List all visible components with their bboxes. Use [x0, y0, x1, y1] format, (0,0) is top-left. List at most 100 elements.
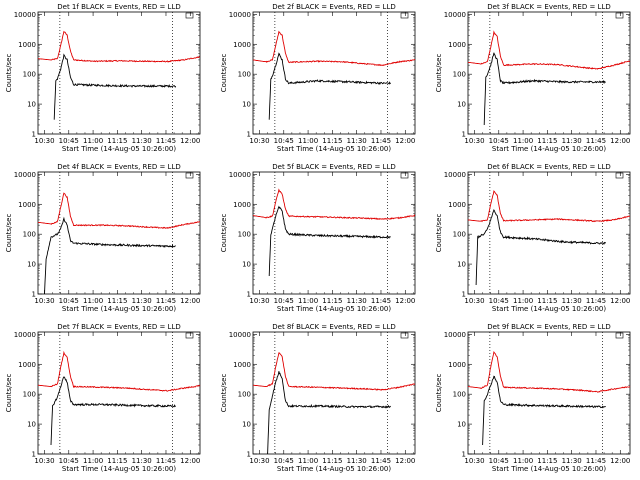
y-tick-label: 10000	[444, 11, 466, 19]
x-tick-label: 10:45	[274, 297, 294, 305]
x-tick-label: 10:45	[59, 297, 79, 305]
x-tick-label: 11:15	[537, 137, 557, 145]
x-tick-label: 11:00	[298, 457, 318, 465]
indicator-box	[615, 172, 624, 179]
x-tick-label: 11:45	[586, 457, 606, 465]
lld-series-line	[467, 351, 631, 393]
x-tick-label: 10:30	[464, 297, 484, 305]
lld-series-line	[252, 30, 416, 67]
x-tick-label: 12:00	[395, 457, 415, 465]
x-tick-label: 12:00	[395, 137, 415, 145]
lld-series-line	[467, 190, 631, 223]
y-tick-label: 1	[32, 291, 36, 299]
y-tick-label: 10	[242, 421, 251, 429]
panel-2: Det 2f BLACK = Events, RED = LLD 1 10 100 10…	[220, 3, 416, 153]
x-tick-label: 10:45	[489, 137, 509, 145]
y-tick-label: 1000	[448, 201, 466, 209]
x-tick-label: 10:30	[464, 137, 484, 145]
x-tick-label: 11:45	[586, 137, 606, 145]
y-tick-label: 10	[457, 101, 466, 109]
y-tick-label: 1	[462, 131, 466, 139]
panel-title: Det 8f BLACK = Events, RED = LLD	[272, 323, 395, 331]
y-tick-label: 10	[27, 101, 36, 109]
plot-frame	[467, 11, 631, 135]
x-tick-label: 12:00	[610, 457, 630, 465]
y-tick-label: 100	[453, 231, 466, 239]
y-tick-label: 1	[32, 131, 36, 139]
x-tick-label: 12:00	[610, 297, 630, 305]
y-tick-label: 10000	[229, 171, 251, 179]
y-tick-label: 10000	[229, 11, 251, 19]
y-tick-label: 1000	[18, 361, 36, 369]
x-tick-label: 10:45	[274, 457, 294, 465]
indicator-box	[185, 332, 194, 339]
y-tick-label: 1000	[233, 201, 251, 209]
plot-frame	[467, 171, 631, 295]
x-tick-label: 11:00	[83, 457, 103, 465]
y-tick-label: 10	[242, 261, 251, 269]
panel-7: Det 7f BLACK = Events, RED = LLD 1 10 100 10…	[5, 323, 201, 473]
plot-frame	[252, 171, 416, 295]
y-tick-label: 10000	[14, 11, 36, 19]
x-axis-label: Start Time (14-Aug-05 10:26:00)	[62, 145, 176, 153]
x-axis-label: Start Time (14-Aug-05 10:26:00)	[277, 465, 391, 473]
x-tick-label: 11:45	[371, 457, 391, 465]
x-tick-label: 11:00	[298, 137, 318, 145]
panel-title: Det 6f BLACK = Events, RED = LLD	[487, 163, 610, 171]
x-tick-label: 11:30	[132, 297, 152, 305]
x-axis-label: Start Time (14-Aug-05 10:26:00)	[492, 145, 606, 153]
y-axis-label: Counts/sec	[220, 214, 228, 253]
indicator-box	[615, 12, 624, 19]
x-tick-label: 11:30	[347, 137, 367, 145]
y-axis-label: Counts/sec	[220, 374, 228, 413]
lld-series-line	[38, 30, 201, 63]
x-tick-label: 11:00	[83, 137, 103, 145]
x-tick-label: 12:00	[395, 297, 415, 305]
panel-9: Det 9f BLACK = Events, RED = LLD 1 10 100 10…	[435, 323, 631, 473]
plot-frame	[467, 331, 631, 455]
x-tick-label: 11:30	[347, 297, 367, 305]
x-tick-label: 10:30	[34, 137, 54, 145]
y-tick-label: 100	[238, 391, 251, 399]
y-tick-label: 100	[23, 231, 36, 239]
y-tick-label: 100	[238, 231, 251, 239]
lld-series-line	[467, 30, 631, 70]
x-tick-label: 10:30	[249, 137, 269, 145]
y-tick-label: 10000	[14, 331, 36, 339]
x-tick-label: 10:45	[489, 297, 509, 305]
x-tick-label: 10:45	[489, 457, 509, 465]
panel-title: Det 7f BLACK = Events, RED = LLD	[57, 323, 180, 331]
y-tick-label: 100	[23, 391, 36, 399]
x-tick-label: 10:30	[249, 297, 269, 305]
indicator-box	[400, 12, 409, 19]
x-tick-label: 12:00	[180, 457, 200, 465]
y-axis-label: Counts/sec	[5, 54, 13, 93]
x-tick-label: 12:00	[180, 297, 200, 305]
y-tick-label: 1000	[233, 361, 251, 369]
plot-frame	[37, 331, 201, 455]
y-tick-label: 10000	[444, 331, 466, 339]
panel-4: Det 4f BLACK = Events, RED = LLD 1 10 100 10…	[5, 163, 201, 313]
x-axis-label: Start Time (14-Aug-05 10:26:00)	[492, 465, 606, 473]
lld-series-line	[252, 188, 416, 221]
y-tick-label: 1000	[18, 41, 36, 49]
y-tick-label: 1	[32, 451, 36, 459]
x-tick-label: 11:45	[371, 297, 391, 305]
y-tick-label: 1000	[18, 201, 36, 209]
x-tick-label: 10:30	[249, 457, 269, 465]
x-axis-label: Start Time (14-Aug-05 10:26:00)	[62, 305, 176, 313]
panel-title: Det 5f BLACK = Events, RED = LLD	[272, 163, 395, 171]
x-axis-label: Start Time (14-Aug-05 10:26:00)	[62, 465, 176, 473]
panel-title: Det 1f BLACK = Events, RED = LLD	[57, 3, 180, 11]
x-tick-label: 11:45	[156, 457, 176, 465]
x-tick-label: 11:45	[156, 137, 176, 145]
x-tick-label: 11:45	[156, 297, 176, 305]
x-tick-label: 11:00	[513, 137, 533, 145]
panel-title: Det 9f BLACK = Events, RED = LLD	[487, 323, 610, 331]
events-series-line	[483, 52, 606, 126]
events-series-line	[475, 209, 607, 286]
y-tick-label: 1000	[448, 41, 466, 49]
x-tick-label: 10:45	[59, 137, 79, 145]
events-series-line	[268, 205, 391, 277]
plot-frame	[37, 171, 201, 295]
